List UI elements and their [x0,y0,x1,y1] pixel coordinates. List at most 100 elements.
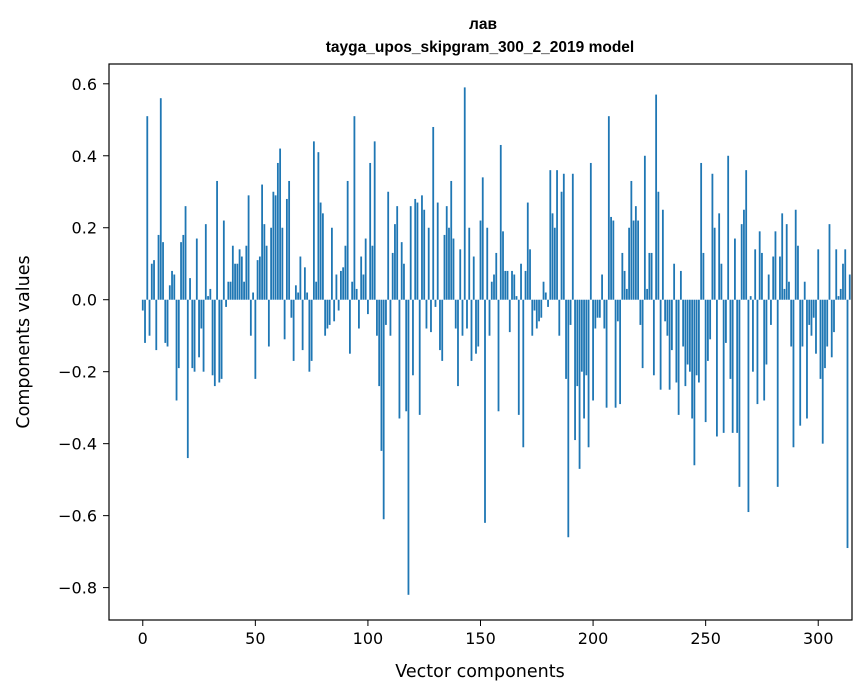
bar [267,299,270,347]
x-tick-label: 50 [245,629,265,648]
bar [155,299,158,351]
bar [761,252,763,300]
bar [610,216,612,300]
y-tick-label: 0.2 [72,219,97,238]
bar [353,116,356,300]
bar [191,299,194,369]
bar [538,299,540,322]
bar [806,299,808,419]
bar [387,191,390,300]
bar [623,270,626,300]
bar [549,170,552,300]
bar [517,299,520,415]
bar [565,299,567,379]
y-tick-label: −0.8 [58,579,97,598]
bar [486,227,489,300]
bar [738,299,741,487]
bar [344,245,347,300]
bar [148,299,151,336]
bar [247,195,250,300]
bar [837,296,840,300]
bar [583,299,585,419]
bar [457,299,459,387]
bar [513,274,516,300]
bar [770,299,772,325]
y-tick-label: −0.4 [58,435,97,454]
bar [342,267,345,300]
bar [326,299,329,329]
bar [679,270,682,300]
bar [540,299,543,318]
bar [756,299,759,405]
bar [416,202,419,300]
bar [707,299,709,361]
bar [526,202,529,300]
bar [657,191,660,300]
bar [454,299,457,329]
bar [146,116,149,300]
bar [826,299,829,347]
bar [472,256,475,300]
bar [614,299,617,408]
bar [628,227,630,300]
bar [274,195,277,300]
bar [310,299,313,361]
bar [285,198,288,300]
bar [164,299,167,343]
bar [821,299,824,444]
bar [389,299,392,336]
bar [463,87,466,300]
bar [171,270,173,300]
bar [261,184,263,300]
bar [648,252,651,300]
bar [544,292,547,300]
bar [162,242,164,300]
bar [810,299,813,336]
x-axis-ticks: 0 50 100 150 200 250 300 [138,620,834,648]
bar [603,299,606,329]
bar [303,267,306,300]
bar [236,263,239,300]
y-tick-label: 0.6 [72,75,97,94]
bar [698,299,700,383]
x-tick-label: 0 [138,629,148,648]
bar [720,263,723,300]
bar [367,299,369,315]
bar [479,220,482,300]
y-axis-ticks: 0.6 0.4 0.2 0.0 −0.2 −0.4 −0.6 −0.8 [58,75,109,598]
bar [220,299,223,379]
bar [211,299,214,376]
bar [619,299,621,405]
bar [159,98,162,300]
bar [321,213,324,300]
bar [558,299,561,336]
bar [317,152,320,300]
bar [405,299,408,412]
bar [587,299,590,448]
bar [189,278,191,300]
bar [531,299,534,336]
bar [794,209,797,300]
bar [824,299,826,369]
bar [700,162,703,300]
bar [556,170,558,300]
bar [652,299,655,376]
bar [270,227,273,300]
x-tick-label: 200 [578,629,609,648]
bar [243,281,245,300]
bar [490,281,493,300]
bar [562,173,565,300]
bar [283,299,286,340]
bar [488,299,491,336]
bar [763,299,766,401]
bar [709,299,712,340]
bar [684,299,687,387]
bar [731,299,734,433]
bar [256,260,259,300]
bar [186,299,189,459]
bar [524,270,527,300]
bar [290,299,293,318]
bar [461,299,464,336]
bar [335,274,338,300]
bar [497,299,500,412]
